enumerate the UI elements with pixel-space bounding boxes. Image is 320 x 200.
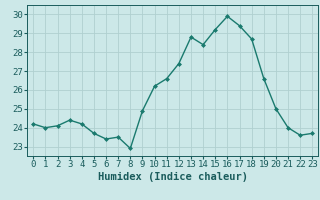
- X-axis label: Humidex (Indice chaleur): Humidex (Indice chaleur): [98, 172, 248, 182]
